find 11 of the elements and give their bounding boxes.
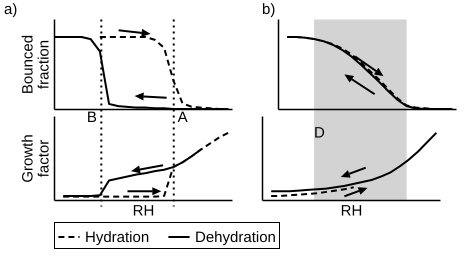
chart-title: a) xyxy=(4,1,18,18)
annotation: D xyxy=(314,124,326,142)
legend-label: Hydration xyxy=(85,229,150,246)
legend-label: Dehydration xyxy=(195,229,276,246)
y-axis-title: Bounced fraction xyxy=(20,34,52,94)
annotation: B xyxy=(86,108,97,126)
x-axis-title: RH xyxy=(132,202,154,220)
x-axis-title: RH xyxy=(340,202,362,220)
y-axis-title: Growth factor xyxy=(20,134,52,183)
annotation: A xyxy=(178,108,188,126)
chart-title: b) xyxy=(262,1,276,18)
